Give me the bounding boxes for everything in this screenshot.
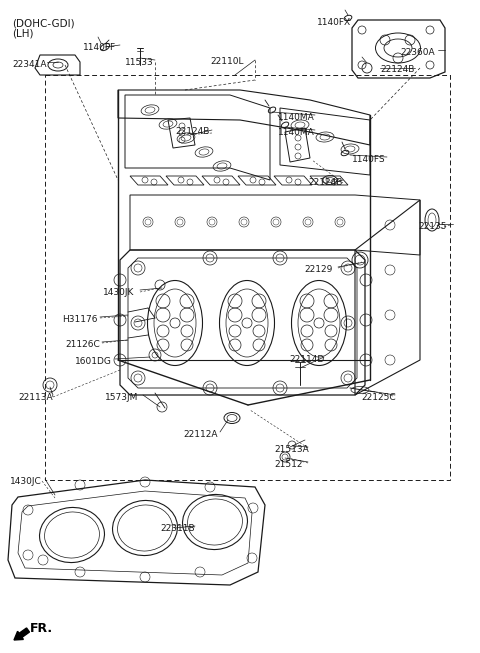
Text: 1573JM: 1573JM [105,393,138,402]
Text: 21513A: 21513A [274,445,309,454]
Text: 22124B: 22124B [380,65,414,74]
Text: 1140FF: 1140FF [83,43,116,52]
Text: 22360A: 22360A [400,48,434,57]
Text: 22311B: 22311B [160,524,194,533]
Text: 1140FX: 1140FX [317,18,351,27]
Text: 22112A: 22112A [183,430,217,439]
Text: 22341A: 22341A [12,60,47,69]
Text: 1601DG: 1601DG [75,357,112,366]
Text: 1140MA: 1140MA [278,128,315,137]
Text: 22129: 22129 [304,265,332,274]
Text: 22113A: 22113A [18,393,53,402]
Text: 22110L: 22110L [210,57,243,66]
Text: (LH): (LH) [12,29,34,39]
Text: 11533: 11533 [125,58,154,67]
Text: FR.: FR. [30,622,53,635]
Text: 21512: 21512 [274,460,302,469]
Text: 22124B: 22124B [308,178,342,187]
Text: 22125C: 22125C [361,393,396,402]
Text: H31176: H31176 [62,315,97,324]
Text: 21126C: 21126C [65,340,100,349]
Text: (DOHC-GDI): (DOHC-GDI) [12,18,74,28]
Text: 22124B: 22124B [175,127,209,136]
Text: 1430JC: 1430JC [10,477,42,486]
Text: 22135: 22135 [418,222,446,231]
Text: 22114D: 22114D [289,355,324,364]
Text: 1140FS: 1140FS [352,155,385,164]
FancyArrow shape [14,628,29,640]
Text: 1140MA: 1140MA [278,113,315,122]
Text: 1430JK: 1430JK [103,288,134,297]
